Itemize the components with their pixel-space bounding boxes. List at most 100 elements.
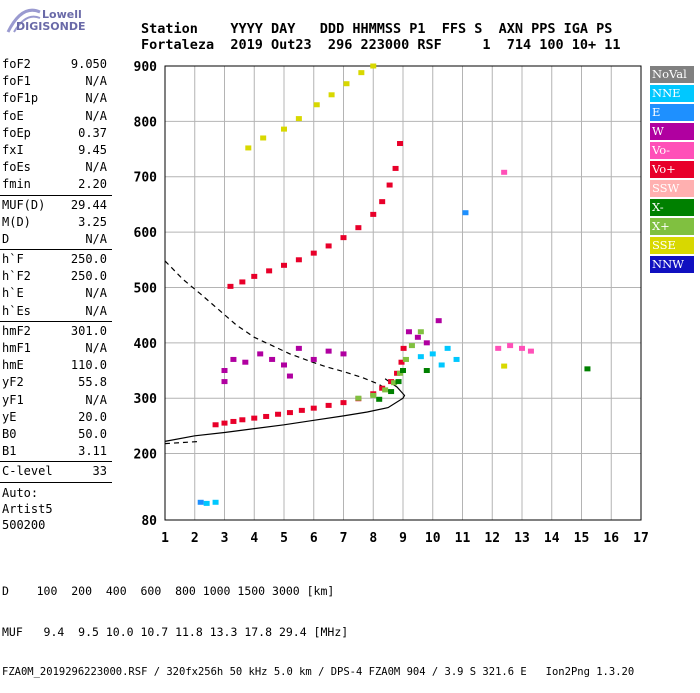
param-label: hmF1: [2, 341, 31, 355]
param-value: 9.050: [70, 57, 107, 71]
echo-point: [397, 370, 404, 376]
x-tick-label: 11: [455, 531, 471, 546]
legend-item: SSE: [650, 237, 694, 254]
param-label: foEs: [2, 160, 31, 175]
footer-distance-row: D 100 200 400 600 800 1000 1500 3000 [km…: [2, 584, 335, 598]
echo-point: [400, 345, 407, 351]
echo-point: [358, 70, 365, 76]
header-values: Fortaleza 2019 Out23 296 223000 RSF 1 71…: [141, 37, 621, 53]
param-row: h`Es N/A: [0, 303, 112, 320]
echo-point: [340, 351, 347, 357]
echo-point: [402, 356, 409, 362]
x-tick-label: 10: [425, 531, 441, 546]
echo-point: [245, 145, 252, 151]
param-value: 33: [92, 464, 107, 479]
param-label: foF1: [2, 74, 31, 89]
y-tick-label: 200: [134, 448, 158, 463]
param-row: foF1p N/A: [0, 90, 112, 107]
param-value: N/A: [85, 108, 107, 123]
echo-point: [325, 348, 332, 354]
echo-point: [400, 368, 406, 374]
param-label: h`Es: [2, 303, 31, 318]
logo-text-digisonde: DIGISONDE: [16, 20, 86, 33]
echo-point: [310, 356, 317, 362]
echo-point: [221, 379, 228, 385]
plot-frame: [164, 65, 642, 521]
echo-point: [325, 402, 332, 408]
param-value: 3.25: [78, 214, 107, 229]
legend-item: X-: [650, 199, 694, 216]
x-tick-label: 9: [399, 531, 407, 546]
param-value: 0.37: [78, 125, 107, 140]
echo-point: [417, 354, 424, 360]
x-tick-label: 8: [369, 531, 377, 546]
param-row: foF2 9.050: [0, 56, 112, 73]
param-label: C-level: [2, 464, 53, 479]
echo-point: [501, 363, 508, 369]
echo-point: [370, 63, 377, 69]
echo-point: [507, 343, 514, 349]
params-group-confidence: C-level 33: [0, 463, 112, 480]
echo-point: [263, 413, 270, 419]
auto-version: 500200: [2, 517, 46, 532]
x-tick-label: 3: [221, 531, 229, 546]
echo-point: [295, 345, 302, 351]
param-label: h`F2: [2, 269, 31, 284]
divider: [0, 194, 112, 196]
legend-item: NoVal: [650, 66, 694, 83]
x-tick-label: 7: [340, 531, 348, 546]
auto-label: Auto:: [2, 485, 39, 500]
divider: [0, 320, 112, 322]
echo-point: [313, 102, 320, 108]
echo-point: [501, 169, 508, 175]
param-row: MUF(D) 29.44: [0, 197, 112, 214]
param-label: B1: [2, 444, 17, 459]
echo-point: [286, 410, 293, 416]
echo-point: [444, 345, 451, 351]
echo-point: [275, 411, 282, 417]
echo-point: [328, 92, 335, 98]
echo-point: [527, 348, 534, 354]
param-value: 250.0: [70, 252, 107, 267]
param-row: yE 20.0: [0, 409, 112, 426]
param-row: hmF1 N/A: [0, 340, 112, 357]
echo-point: [435, 318, 442, 324]
echo-point: [355, 225, 362, 231]
param-label: yF2: [2, 375, 24, 390]
echo-point: [251, 415, 258, 421]
param-row: h`F 250.0: [0, 251, 112, 268]
param-value: N/A: [85, 74, 107, 89]
echo-point: [212, 422, 219, 428]
x-tick-label: 14: [544, 531, 560, 546]
echo-point: [398, 359, 405, 365]
param-row: foEs N/A: [0, 159, 112, 176]
param-value: N/A: [85, 392, 107, 407]
param-row: B1 3.11: [0, 443, 112, 460]
echo-point: [392, 165, 399, 171]
param-label: h`F: [2, 252, 24, 267]
echo-point: [230, 418, 237, 424]
param-value: 3.11: [78, 444, 107, 459]
x-tick-label: 17: [633, 531, 649, 546]
param-label: foE: [2, 108, 24, 123]
echo-point: [584, 366, 591, 372]
param-value: 20.0: [78, 409, 107, 424]
param-label: foF2: [2, 57, 31, 71]
param-label: yF1: [2, 392, 24, 407]
echo-point: [397, 141, 404, 147]
echo-point: [388, 389, 395, 395]
param-value: N/A: [85, 286, 107, 301]
param-label: fxI: [2, 142, 24, 157]
params-group-critical-frequencies: foF2 9.050 foF1 N/A foF1p N/A foE N/A foEp 0.37 fx…: [0, 56, 112, 194]
echo-point: [423, 368, 430, 374]
param-value: 301.0: [70, 323, 107, 338]
logo-arc-icon: [6, 8, 41, 33]
echo-point: [376, 396, 383, 402]
echo-point: [370, 211, 377, 217]
echo-point: [212, 499, 219, 505]
param-value: N/A: [85, 341, 107, 355]
echo-point: [251, 273, 258, 279]
y-tick-label: 400: [134, 337, 158, 352]
param-label: fmin: [2, 177, 31, 192]
params-group-profile: hmF2 301.0 hmF1 N/A hmE 110.0 yF2 55.8 yF1 N/A yE 2…: [0, 323, 112, 461]
